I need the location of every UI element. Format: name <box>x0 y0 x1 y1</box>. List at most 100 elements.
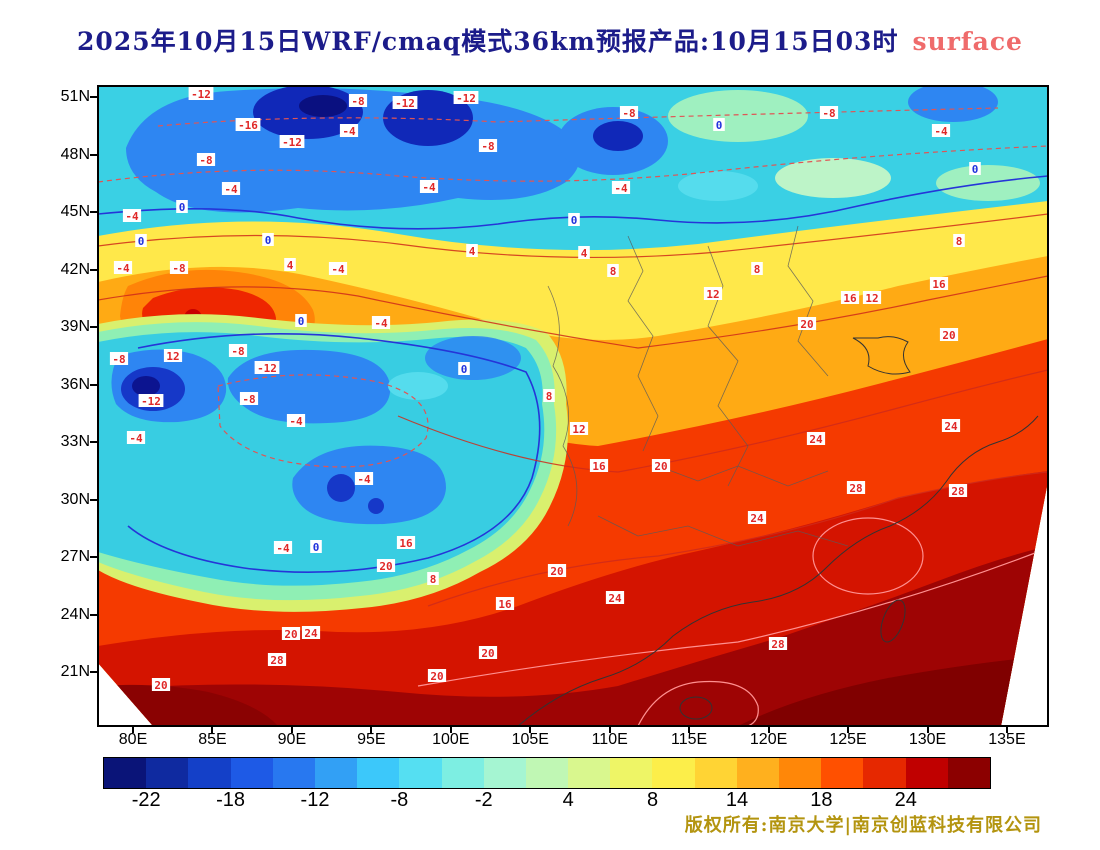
svg-text:20: 20 <box>284 628 297 641</box>
svg-text:20: 20 <box>481 647 494 660</box>
svg-text:-4: -4 <box>342 125 356 138</box>
lon-tick-label: 115E <box>671 731 708 748</box>
svg-text:-4: -4 <box>276 542 290 555</box>
colorbar-segment <box>230 758 273 788</box>
taiwan-island <box>880 599 906 643</box>
copyright-credit: 版权所有:南京大学|南京创蓝科技有限公司 <box>684 815 1042 836</box>
lat-tick-label: 51N <box>60 88 90 105</box>
svg-text:-8: -8 <box>172 262 185 275</box>
colorbar-segment <box>821 758 864 788</box>
lon-tick-mark <box>688 726 691 733</box>
svg-text:0: 0 <box>972 163 979 176</box>
map-border <box>98 86 1048 726</box>
svg-text:0: 0 <box>265 234 272 247</box>
svg-text:20: 20 <box>800 318 813 331</box>
colorbar-tick: 18 <box>810 789 833 811</box>
title-main: 2025年10月15日WRF/cmaq模式36km预报产品:10月15日03时 <box>77 27 899 56</box>
svg-text:28: 28 <box>849 482 862 495</box>
lon-tick-mark <box>211 726 214 733</box>
colorbar-segment <box>483 758 526 788</box>
lon-tick-mark <box>529 726 532 733</box>
colorbar-segment <box>610 758 653 788</box>
svg-text:28: 28 <box>771 638 784 651</box>
colorbar-segment <box>779 758 822 788</box>
lat-tick-mark <box>90 498 97 501</box>
colorbar-segment <box>272 758 315 788</box>
svg-text:16: 16 <box>399 537 413 550</box>
lat-tick-mark <box>90 153 97 156</box>
lon-tick-label: 105E <box>511 731 549 748</box>
svg-text:-4: -4 <box>614 182 628 195</box>
svg-text:-8: -8 <box>481 140 494 153</box>
lat-tick-label: 45N <box>60 203 90 220</box>
svg-text:-4: -4 <box>331 263 345 276</box>
lat-tick-label: 39N <box>60 318 90 335</box>
svg-text:-4: -4 <box>422 181 436 194</box>
svg-text:20: 20 <box>379 560 392 573</box>
contour-value-labels: -12 -8 -12 -12 -8 -8 -4 -16 -12 -4 -8 0 -8 -4 0 -4 -4 0 -4… <box>109 87 981 692</box>
colorbar-segment <box>652 758 695 788</box>
lon-tick-label: 90E <box>277 731 307 748</box>
lon-tick-label: 80E <box>118 731 148 748</box>
lat-tick-label: 33N <box>60 433 90 450</box>
colorbar-segment <box>146 758 189 788</box>
svg-text:20: 20 <box>430 670 443 683</box>
svg-text:28: 28 <box>951 485 964 498</box>
lon-tick-mark <box>847 726 850 733</box>
colorbar-tick: -12 <box>300 789 330 811</box>
lat-tick-mark <box>90 556 97 558</box>
svg-text:8: 8 <box>546 390 553 403</box>
svg-text:-12: -12 <box>456 92 476 105</box>
svg-text:0: 0 <box>298 315 305 328</box>
lat-tick-label: 21N <box>60 663 90 680</box>
svg-text:0: 0 <box>461 363 468 376</box>
lat-tick-mark <box>90 326 97 328</box>
svg-text:8: 8 <box>956 235 963 248</box>
lat-tick-label: 30N <box>60 490 90 508</box>
colorbar-segment <box>905 758 948 788</box>
lon-tick-mark <box>608 726 611 733</box>
svg-text:24: 24 <box>304 627 318 640</box>
lon-tick-mark <box>290 726 293 733</box>
svg-text:-12: -12 <box>191 88 211 101</box>
lat-tick-mark <box>90 268 97 271</box>
temperature-contour-map: -12 -8 -12 -12 -8 -8 -4 -16 -12 -4 -8 0 -8 -4 0 -4 -4 0 -4… <box>98 86 1048 726</box>
lon-tick-mark <box>1005 726 1008 733</box>
svg-text:-8: -8 <box>199 154 212 167</box>
colorbar-segment <box>188 758 231 788</box>
svg-text:4: 4 <box>469 245 476 258</box>
province-boundaries <box>517 225 1039 726</box>
svg-text:20: 20 <box>154 679 167 692</box>
svg-text:16: 16 <box>498 598 512 611</box>
svg-text:8: 8 <box>430 573 437 586</box>
lon-tick-label: 120E <box>749 731 788 748</box>
svg-text:4: 4 <box>287 259 294 272</box>
colorbar-tick: -22 <box>131 789 161 811</box>
lat-tick-mark <box>90 441 97 443</box>
lat-tick-mark <box>90 613 97 616</box>
title-surface-label: surface <box>912 27 1023 56</box>
svg-text:0: 0 <box>138 235 145 248</box>
svg-text:0: 0 <box>313 541 320 554</box>
colorbar-segment <box>357 758 400 788</box>
svg-text:24: 24 <box>750 512 764 525</box>
svg-text:-4: -4 <box>125 210 139 223</box>
svg-text:16: 16 <box>932 278 946 291</box>
lat-tick-label: 24N <box>60 605 90 623</box>
svg-text:20: 20 <box>942 329 955 342</box>
svg-text:-8: -8 <box>242 393 255 406</box>
colorbar-segment <box>104 758 147 788</box>
coastline <box>517 415 1039 726</box>
svg-text:-8: -8 <box>822 107 835 120</box>
svg-text:16: 16 <box>592 460 606 473</box>
svg-text:-4: -4 <box>374 317 388 330</box>
colorbar-tick: 4 <box>562 789 574 811</box>
svg-text:28: 28 <box>270 654 283 667</box>
contour-lines <box>98 107 1048 726</box>
temperature-field <box>98 86 1048 726</box>
svg-text:0: 0 <box>179 201 186 214</box>
lon-tick-mark <box>370 726 373 733</box>
lat-tick-mark <box>90 671 97 673</box>
svg-text:-4: -4 <box>357 473 371 486</box>
colorbar-tick: -8 <box>390 789 409 811</box>
